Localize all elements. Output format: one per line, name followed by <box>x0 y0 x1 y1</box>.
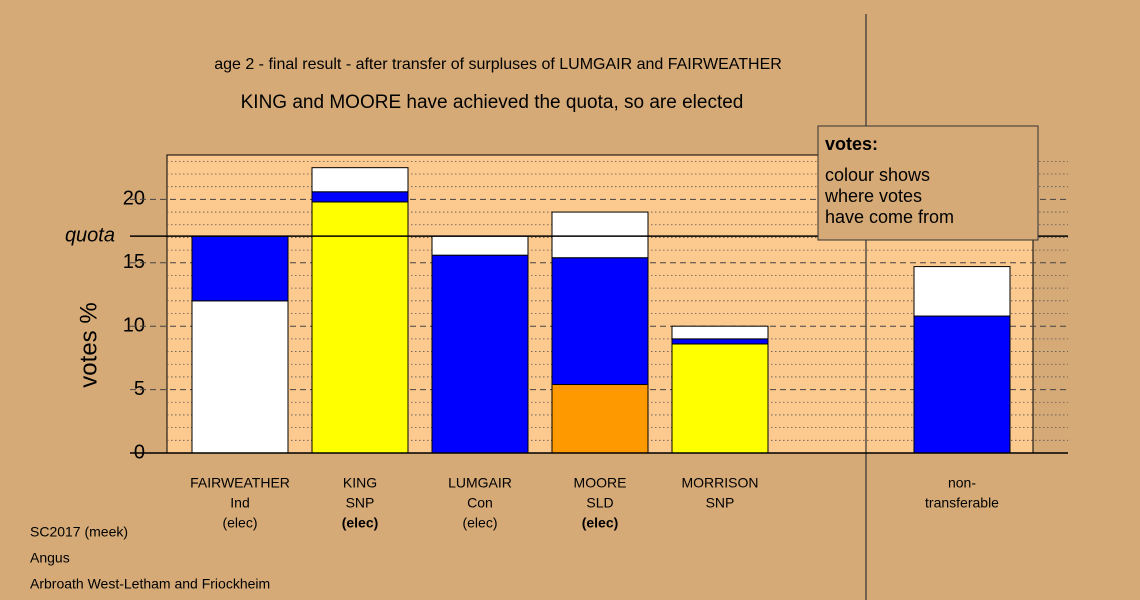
bar-segment <box>191 235 289 302</box>
bar-segment <box>311 167 409 193</box>
x-tick-label: MORRISON <box>682 475 759 491</box>
legend: votes: colour shows where votes have com… <box>817 125 1039 241</box>
x-tick-label: transferable <box>925 495 999 511</box>
y-axis-label: votes % <box>75 302 102 387</box>
x-tick-label: (elec) <box>462 515 497 531</box>
x-tick-label: MOORE <box>574 475 627 491</box>
legend-text: have come from <box>825 207 954 227</box>
legend-heading: votes: <box>825 134 878 154</box>
bar-segment <box>431 235 529 256</box>
legend-text: where votes <box>824 186 922 206</box>
footer-text: Arbroath West-Letham and Friockheim <box>30 576 270 592</box>
y-tick-label: 20 <box>123 188 145 210</box>
x-tick-label: FAIRWEATHER <box>190 475 290 491</box>
y-tick-label: 5 <box>134 378 145 400</box>
y-tick-label: 15 <box>123 251 145 273</box>
x-tick-label: (elec) <box>222 515 257 531</box>
x-tick-label: SNP <box>706 495 735 511</box>
bar-segment <box>311 201 409 454</box>
bar-segment <box>191 300 289 454</box>
x-tick-label: SLD <box>586 495 613 511</box>
bar-segment <box>551 211 649 259</box>
bar-segment <box>913 315 1011 454</box>
x-tick-label: KING <box>343 475 377 491</box>
quota-label: quota <box>65 224 115 246</box>
y-tick-label: 10 <box>123 314 145 336</box>
legend-text: colour shows <box>825 165 930 185</box>
bar-segment <box>671 325 769 340</box>
x-tick-label: LUMGAIR <box>448 475 512 491</box>
chart-subtitle: KING and MOORE have achieved the quota, … <box>241 92 744 113</box>
x-tick-label: non- <box>948 475 976 491</box>
footer-text: Angus <box>30 550 70 566</box>
legend-box <box>817 125 1039 241</box>
x-tick-label: (elec) <box>342 515 379 531</box>
x-tick-label: Ind <box>230 495 249 511</box>
bar-segment <box>551 257 649 386</box>
bar-segment <box>551 384 649 454</box>
x-tick-label: SNP <box>346 495 375 511</box>
x-tick-label: Con <box>467 495 493 511</box>
chart-title: age 2 - final result - after transfer of… <box>214 56 782 73</box>
bar-segment <box>671 343 769 454</box>
x-tick-label: (elec) <box>582 515 619 531</box>
footer-text: SC2017 (meek) <box>30 524 128 540</box>
bar-segment <box>431 254 529 454</box>
bar-segment <box>913 266 1011 317</box>
bar-segment <box>671 338 769 345</box>
bar-segment <box>311 191 409 203</box>
